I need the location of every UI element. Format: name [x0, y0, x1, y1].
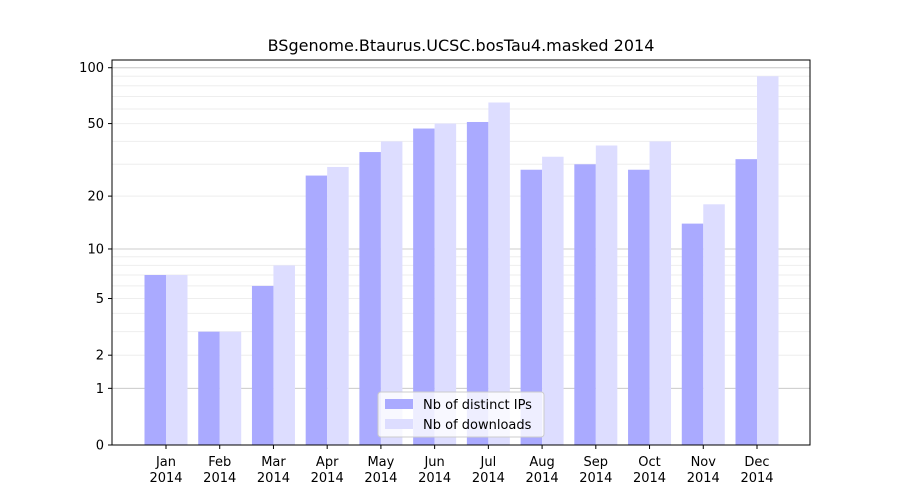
- x-tick-label-year: 2014: [526, 471, 559, 486]
- y-tick-label: 5: [96, 292, 104, 307]
- bar-distinct-ips: [198, 331, 220, 445]
- x-tick-label-month: Jun: [423, 455, 444, 470]
- x-tick-label-year: 2014: [579, 471, 612, 486]
- x-tick-label-month: Jul: [480, 455, 497, 470]
- x-tick-label-month: May: [367, 455, 394, 470]
- bar-distinct-ips: [735, 159, 757, 445]
- x-tick-label-year: 2014: [418, 471, 451, 486]
- x-tick-label-year: 2014: [149, 471, 182, 486]
- bar-downloads: [757, 76, 779, 446]
- x-tick-label-month: Feb: [208, 455, 231, 470]
- bar-distinct-ips: [628, 169, 650, 445]
- x-tick-label-year: 2014: [257, 471, 290, 486]
- x-axis: Jan2014Feb2014Mar2014Apr2014May2014Jun20…: [149, 445, 774, 486]
- bar-downloads: [219, 331, 242, 445]
- x-tick-label-month: Jan: [155, 455, 176, 470]
- x-tick-label-month: Aug: [529, 455, 554, 470]
- x-tick-label-month: Apr: [316, 455, 339, 470]
- y-tick-label: 10: [87, 242, 104, 257]
- bar-distinct-ips: [413, 128, 435, 445]
- y-tick-label: 20: [87, 190, 104, 205]
- x-tick-label-year: 2014: [203, 471, 236, 486]
- bar-downloads: [327, 166, 349, 445]
- bar-downloads: [380, 141, 403, 446]
- y-axis: 0 1 2 5 10 20 50 100: [79, 61, 112, 454]
- bar-distinct-ips: [574, 164, 596, 445]
- x-tick-label-year: 2014: [472, 471, 505, 486]
- legend-swatch: [385, 399, 413, 409]
- bar-downloads: [595, 145, 618, 445]
- bar-distinct-ips: [681, 223, 704, 445]
- x-tick-label-month: Oct: [638, 455, 660, 470]
- x-tick-label-month: Sep: [584, 455, 609, 470]
- x-tick-label-month: Nov: [691, 455, 717, 470]
- x-tick-label-year: 2014: [311, 471, 344, 486]
- chart-title: BSgenome.Btaurus.UCSC.bosTau4.masked 201…: [268, 36, 655, 55]
- y-tick-label: 2: [96, 349, 104, 364]
- bar-distinct-ips: [305, 175, 328, 445]
- y-tick-label: 100: [79, 61, 104, 76]
- legend-label: Nb of distinct IPs: [423, 398, 532, 413]
- x-tick-label-year: 2014: [633, 471, 666, 486]
- bar-downloads: [542, 156, 564, 446]
- y-tick-label: 0: [96, 439, 104, 454]
- x-tick-label-year: 2014: [364, 471, 397, 486]
- bar-downloads: [273, 265, 295, 445]
- bar-downloads: [166, 275, 188, 445]
- bar-distinct-ips: [359, 152, 381, 445]
- bar-downloads: [434, 123, 457, 446]
- legend-swatch: [385, 419, 413, 429]
- bar-downloads: [703, 204, 725, 445]
- x-tick-label-year: 2014: [687, 471, 720, 486]
- bars: [144, 76, 779, 446]
- bar-distinct-ips: [466, 121, 489, 445]
- plot-frame: [111, 59, 811, 446]
- bar-downloads: [488, 102, 510, 446]
- bar-distinct-ips: [144, 275, 166, 445]
- legend-label: Nb of downloads: [423, 418, 532, 433]
- y-tick-label: 1: [96, 382, 104, 397]
- grid-lines: [112, 67, 810, 389]
- x-tick-label-month: Dec: [744, 455, 769, 470]
- y-tick-label: 50: [87, 117, 104, 132]
- bar-downloads: [649, 141, 672, 446]
- legend: Nb of distinct IPs Nb of downloads: [377, 391, 545, 438]
- bar-distinct-ips: [251, 285, 274, 445]
- bar-distinct-ips: [520, 169, 543, 445]
- x-tick-label-month: Mar: [261, 455, 286, 470]
- legend-box: [377, 391, 545, 438]
- x-tick-label-year: 2014: [740, 471, 773, 486]
